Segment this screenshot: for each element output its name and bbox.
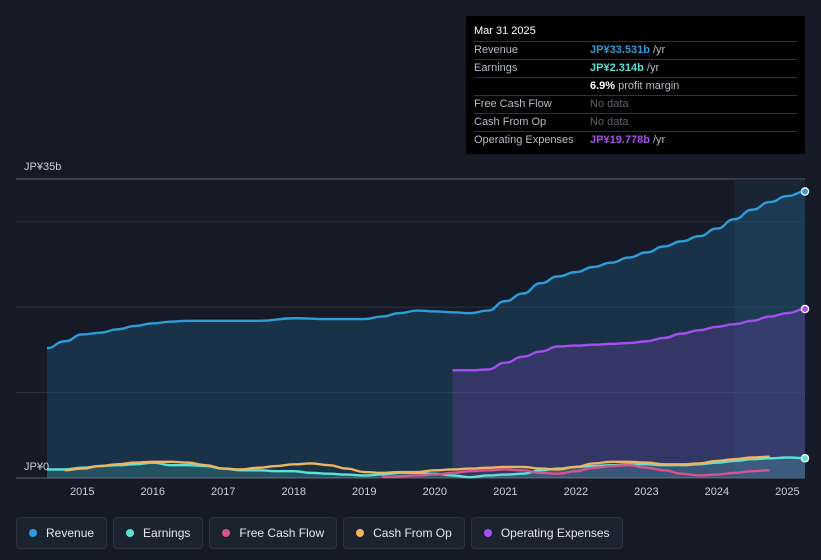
tooltip-label: Cash From Op (474, 116, 547, 128)
tooltip-label: Free Cash Flow (474, 98, 552, 110)
y-axis-top-label: JP¥35b (24, 161, 61, 173)
tooltip-value: 6.9% profit margin (590, 78, 679, 95)
legend-dot-icon (29, 529, 37, 537)
operating-expenses-endpoint (800, 304, 810, 314)
tooltip-value-text: No data (590, 98, 629, 110)
legend-label: Cash From Op (373, 526, 452, 540)
tooltip-value-text: JP¥33.531b (590, 44, 650, 56)
tooltip-value: No data (590, 114, 629, 131)
tooltip-row: 6.9% profit margin (474, 78, 797, 96)
highlight-band (734, 179, 805, 478)
earnings-area (47, 457, 805, 478)
legend-dot-icon (126, 529, 135, 537)
axes: JP¥35b JP¥0 2015 2016 2017 2018 2019 2020 2021… (24, 161, 800, 498)
legend-dot-icon (483, 529, 492, 537)
x-tick-label: 2025 (775, 486, 799, 498)
x-tick-label: 2020 (423, 486, 447, 498)
series-layer (46, 190, 806, 479)
endpoints (800, 187, 810, 463)
legend-item-operating-expenses[interactable]: Operating Expenses (470, 517, 623, 549)
x-tick-label: 2017 (211, 486, 235, 498)
x-tick-label: 2024 (705, 486, 729, 498)
revenue-endpoint (800, 187, 810, 196)
tooltip-label (474, 78, 590, 95)
legend-dot-icon (222, 529, 231, 537)
x-tick-label: 2018 (282, 486, 306, 498)
tooltip-value: JP¥33.531b /yr (590, 42, 665, 59)
earnings-endpoint (800, 453, 810, 463)
tooltip-row: Earnings JP¥2.314b /yr (474, 60, 797, 78)
legend-label: Earnings (143, 526, 191, 540)
tooltip-value-text: 6.9% (590, 80, 616, 92)
cash-from-op-line (64, 455, 770, 475)
tooltip-unit: /yr (643, 62, 660, 74)
legend: Revenue Earnings Free Cash Flow Cash From O… (16, 517, 623, 549)
operating-expenses-area (452, 309, 805, 478)
x-tick-label: 2016 (141, 486, 165, 498)
legend-label: Operating Expenses (500, 526, 610, 540)
x-tick-label: 2023 (634, 486, 658, 498)
legend-item-cash-from-op[interactable]: Cash From Op (343, 517, 465, 549)
tooltip-unit: /yr (649, 134, 666, 146)
tooltip-value: JP¥2.314b /yr (590, 60, 659, 77)
legend-item-revenue[interactable]: Revenue (16, 517, 108, 549)
forecast-band (734, 179, 805, 478)
legend-item-free-cash-flow[interactable]: Free Cash Flow (209, 517, 338, 549)
tooltip-value: No data (590, 96, 629, 113)
tooltip-unit: /yr (649, 44, 666, 56)
operating-expenses-line (452, 307, 806, 372)
free-cash-flow-line (381, 463, 770, 479)
grid (16, 178, 805, 479)
tooltip: Mar 31 2025 Revenue JP¥33.531b /yr Earning… (466, 16, 805, 154)
revenue-line (46, 190, 806, 350)
tooltip-label: Revenue (474, 44, 519, 56)
x-tick-label: 2021 (493, 486, 517, 498)
tooltip-value-text: JP¥2.314b (590, 62, 644, 74)
y-axis-bottom-label: JP¥0 (24, 461, 49, 473)
tooltip-label: Operating Expenses (474, 134, 574, 146)
tooltip-row: Operating Expenses JP¥19.778b /yr (474, 132, 797, 149)
tooltip-row: Free Cash Flow No data (474, 96, 797, 114)
tooltip-value-text: No data (590, 116, 629, 128)
tooltip-value: JP¥19.778b /yr (590, 132, 665, 149)
tooltip-label: Earnings (474, 62, 518, 74)
tooltip-date: Mar 31 2025 (474, 24, 797, 42)
tooltip-unit: profit margin (615, 80, 680, 92)
tooltip-row: Cash From Op No data (474, 114, 797, 132)
tooltip-row: Revenue JP¥33.531b /yr (474, 42, 797, 60)
x-tick-label: 2015 (70, 486, 94, 498)
x-tick-label: 2022 (564, 486, 588, 498)
legend-label: Revenue (46, 526, 95, 540)
legend-item-earnings[interactable]: Earnings (113, 517, 204, 549)
tooltip-value-text: JP¥19.778b (590, 134, 650, 146)
legend-dot-icon (356, 529, 365, 537)
tooltip-rows: Revenue JP¥33.531b /yr Earnings JP¥2.314b /… (474, 42, 797, 149)
legend-label: Free Cash Flow (239, 526, 325, 540)
x-tick-label: 2019 (352, 486, 376, 498)
